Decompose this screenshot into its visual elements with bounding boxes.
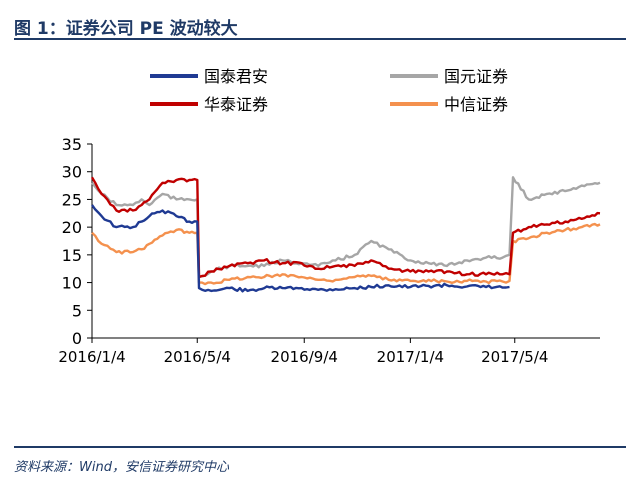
chart-title-bar: 图 1：证券公司 PE 波动较大 — [14, 6, 626, 40]
series-line-3 — [90, 176, 601, 279]
y-tick-label: 25 — [62, 190, 82, 209]
y-tick-label: 20 — [62, 218, 82, 237]
legend-label: 国泰君安 — [204, 67, 268, 86]
legend-label: 国元证券 — [444, 67, 508, 86]
chart-title: 图 1：证券公司 PE 波动较大 — [14, 19, 238, 39]
x-tick-label: 2017/5/4 — [481, 348, 548, 366]
legend-label: 中信证券 — [444, 95, 508, 114]
series-line-2 — [91, 176, 601, 279]
series-line-1 — [91, 204, 510, 293]
y-tick-label: 35 — [62, 135, 82, 154]
y-tick-label: 5 — [72, 301, 82, 320]
y-tick-label: 0 — [72, 329, 82, 348]
x-tick-label: 2016/9/4 — [271, 348, 338, 366]
source-bar: 资料来源：Wind，安信证券研究中心 — [14, 446, 626, 476]
title-rule — [14, 38, 626, 40]
y-tick-label: 30 — [62, 163, 82, 182]
y-tick-label: 15 — [62, 246, 82, 265]
x-tick-label: 2017/1/4 — [377, 348, 444, 366]
axes: 0 5 10 15 20 25 30 35 2016/1/4 2016/5/4 2016/9/4 20… — [58, 135, 600, 366]
y-tick-label: 10 — [62, 274, 82, 293]
x-tick-label: 2016/5/4 — [164, 348, 231, 366]
legend-label: 华泰证券 — [204, 95, 268, 114]
source-rule — [14, 446, 626, 448]
x-tick-label: 2016/1/4 — [58, 348, 125, 366]
series-line-4 — [91, 222, 601, 286]
source-note: 资料来源：Wind，安信证券研究中心 — [14, 460, 229, 475]
series-lines — [90, 176, 601, 293]
